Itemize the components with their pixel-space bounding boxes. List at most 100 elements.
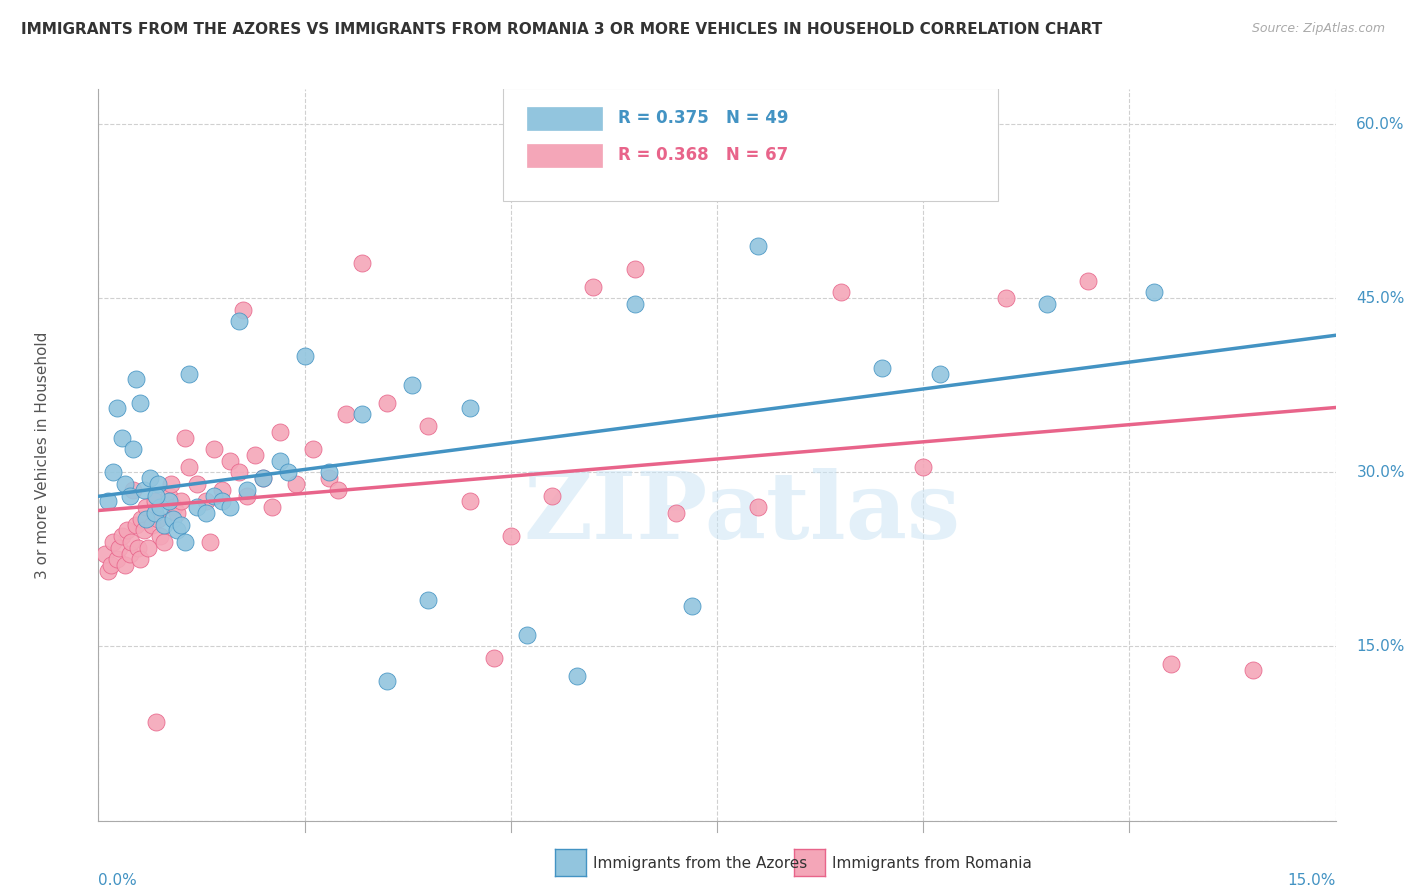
Point [202, 442, 225, 456]
Point [1143, 285, 1166, 300]
Text: Immigrants from Romania: Immigrants from Romania [832, 856, 1032, 871]
Point [136, 541, 159, 555]
Point [252, 471, 274, 485]
Point [352, 407, 374, 421]
Text: 0.0%: 0.0% [98, 873, 138, 888]
Point [135, 512, 157, 526]
Point [157, 489, 180, 503]
Point [186, 500, 208, 515]
Point [236, 483, 259, 497]
Point [105, 552, 128, 566]
Point [269, 425, 291, 439]
Point [157, 494, 180, 508]
Text: ZIPatlas: ZIPatlas [523, 468, 960, 558]
Point [120, 535, 142, 549]
Bar [527, 107, 602, 130]
Point [149, 500, 172, 515]
Text: R = 0.375   N = 49: R = 0.375 N = 49 [619, 109, 789, 128]
Point [1241, 663, 1264, 677]
Point [219, 500, 242, 515]
Point [830, 285, 852, 300]
Point [131, 512, 153, 526]
Point [318, 466, 340, 480]
Point [541, 489, 564, 503]
Text: 15.0%: 15.0% [1357, 639, 1405, 654]
Point [163, 500, 186, 515]
Point [122, 442, 145, 456]
Point [143, 494, 166, 508]
Point [128, 395, 150, 409]
Point [236, 489, 259, 503]
Point [174, 535, 197, 549]
Point [418, 418, 440, 433]
Point [118, 547, 141, 561]
Point [100, 558, 122, 573]
Point [97, 494, 120, 508]
Point [335, 407, 357, 421]
Point [145, 489, 167, 503]
Point [219, 454, 242, 468]
Point [352, 256, 374, 270]
Point [1036, 297, 1059, 311]
Text: 3 or more Vehicles in Household: 3 or more Vehicles in Household [35, 331, 51, 579]
Point [153, 517, 176, 532]
Point [232, 302, 254, 317]
Point [375, 674, 398, 689]
Point [928, 367, 950, 381]
Point [174, 430, 197, 444]
Point [105, 401, 128, 416]
Text: 15.0%: 15.0% [1288, 873, 1336, 888]
Point [149, 529, 172, 543]
Point [145, 714, 167, 729]
Point [260, 500, 283, 515]
Point [132, 483, 155, 497]
Point [108, 541, 131, 555]
Point [124, 517, 146, 532]
Point [326, 483, 349, 497]
Point [318, 471, 340, 485]
Point [516, 628, 538, 642]
Point [994, 291, 1017, 305]
Point [202, 489, 225, 503]
Point [153, 535, 176, 549]
Point [110, 430, 132, 444]
Point [252, 471, 274, 485]
Point [375, 395, 398, 409]
Point [870, 360, 893, 375]
Point [117, 524, 139, 538]
Point [211, 483, 233, 497]
Point [103, 535, 125, 549]
Point [211, 494, 233, 508]
FancyBboxPatch shape [502, 88, 997, 201]
Point [747, 500, 769, 515]
Point [484, 651, 506, 665]
Point [243, 448, 266, 462]
Point [162, 512, 184, 526]
Point [103, 466, 125, 480]
Point [141, 517, 163, 532]
Point [114, 558, 136, 573]
Point [277, 466, 299, 480]
Point [458, 494, 481, 508]
Point [170, 517, 193, 532]
Point [118, 489, 141, 503]
Point [179, 367, 201, 381]
Point [228, 466, 250, 480]
Point [138, 471, 160, 485]
Point [179, 459, 201, 474]
Point [285, 477, 308, 491]
Point [198, 535, 221, 549]
Point [166, 524, 188, 538]
Text: 60.0%: 60.0% [1357, 117, 1405, 131]
Point [194, 506, 217, 520]
Point [128, 552, 150, 566]
Point [94, 547, 117, 561]
Point [124, 372, 146, 386]
Text: R = 0.368   N = 67: R = 0.368 N = 67 [619, 146, 789, 164]
Point [114, 477, 136, 491]
Point [294, 349, 316, 363]
Point [418, 593, 440, 607]
Point [1160, 657, 1182, 671]
Text: Source: ZipAtlas.com: Source: ZipAtlas.com [1251, 22, 1385, 36]
Point [401, 378, 423, 392]
